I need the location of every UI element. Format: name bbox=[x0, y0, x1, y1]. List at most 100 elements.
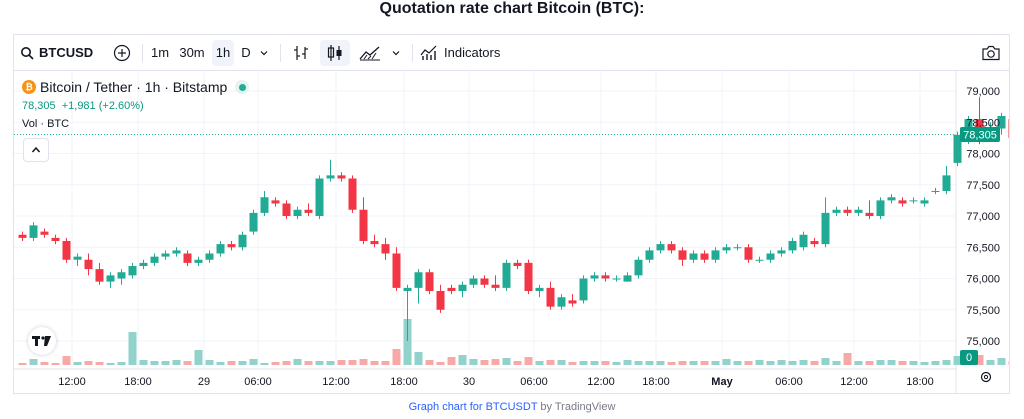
attribution-link[interactable]: Graph chart for BTCUSDT bbox=[408, 401, 538, 413]
volume-bar bbox=[62, 356, 71, 365]
legend-volume: Vol · BTC bbox=[22, 118, 70, 130]
volume-bar bbox=[568, 362, 577, 365]
settings-gear-icon[interactable] bbox=[980, 371, 992, 383]
volume-bar bbox=[51, 363, 60, 365]
plus-circle-icon bbox=[113, 44, 131, 62]
indicators-label: Indicators bbox=[444, 45, 501, 60]
candle-body bbox=[84, 259, 93, 270]
candle-body bbox=[348, 178, 357, 210]
volume-bar bbox=[876, 360, 885, 365]
candle-body bbox=[1008, 119, 1009, 138]
volume-bar bbox=[18, 363, 27, 365]
volume-bar bbox=[150, 361, 159, 365]
market-open-icon bbox=[235, 80, 250, 94]
volume-bar bbox=[733, 361, 742, 365]
legend-symbol-row[interactable]: ₿ Bitcoin / Tether · 1h · Bitstamp bbox=[22, 77, 250, 97]
bitcoin-logo-icon: ₿ bbox=[22, 80, 36, 94]
candle-body bbox=[117, 272, 126, 279]
area-style-button[interactable] bbox=[356, 40, 384, 66]
volume-bar bbox=[205, 360, 214, 365]
volume-bar bbox=[348, 360, 357, 365]
volume-bar bbox=[689, 361, 698, 365]
price-chart[interactable]: 79,000 78,500 78,000 77,500 77,000 76,500 76,0… bbox=[14, 71, 1009, 393]
interval-dropdown-button[interactable] bbox=[256, 40, 272, 66]
volume-bar bbox=[95, 362, 104, 365]
candle-body bbox=[260, 197, 269, 213]
volume-bar bbox=[414, 352, 423, 365]
time-tick-label: 18:00 bbox=[642, 376, 670, 388]
collapse-legend-button[interactable] bbox=[23, 138, 49, 162]
attribution: Graph chart for BTCUSDT by TradingView bbox=[0, 401, 1024, 413]
candle-body bbox=[62, 241, 71, 260]
legend-price-row: 78,305 +1,981 (+2.60%) bbox=[22, 97, 249, 115]
volume-bar bbox=[447, 357, 456, 365]
volume-bar bbox=[788, 361, 797, 365]
volume-bar bbox=[469, 359, 478, 365]
volume-bar bbox=[722, 359, 731, 365]
candles-style-button[interactable] bbox=[320, 40, 350, 66]
volume-bar bbox=[139, 360, 148, 365]
volume-bar bbox=[425, 360, 434, 365]
candle-body bbox=[766, 253, 775, 260]
candle-body bbox=[106, 275, 115, 282]
symbol-search-button[interactable]: BTCUSD bbox=[20, 40, 98, 66]
candle-body bbox=[601, 275, 610, 279]
volume-bar bbox=[942, 360, 951, 365]
snapshot-button[interactable] bbox=[978, 40, 1004, 66]
candle-body bbox=[876, 200, 885, 216]
candle-body bbox=[865, 212, 874, 216]
toolbar-divider bbox=[412, 44, 413, 62]
candle-body bbox=[304, 209, 313, 213]
price-tick-label: 78,500 bbox=[966, 117, 1000, 129]
candle-body bbox=[502, 262, 511, 288]
volume-bar bbox=[898, 361, 907, 365]
time-tick-label: 12:00 bbox=[840, 376, 868, 388]
volume-bar bbox=[953, 356, 962, 365]
candle-body bbox=[293, 209, 302, 216]
volume-bar bbox=[546, 360, 555, 365]
volume-bar bbox=[249, 359, 258, 365]
tradingview-logo-icon[interactable] bbox=[28, 327, 56, 355]
candle-body bbox=[458, 284, 467, 291]
candle-body bbox=[216, 244, 225, 254]
compare-add-button[interactable] bbox=[110, 40, 134, 66]
candle-body bbox=[909, 200, 918, 202]
interval-1m[interactable]: 1m bbox=[150, 45, 170, 60]
candle-body bbox=[755, 259, 764, 261]
camera-icon bbox=[982, 45, 1000, 61]
indicators-icon bbox=[420, 45, 437, 60]
interval-30m[interactable]: 30m bbox=[179, 45, 205, 60]
volume-bar bbox=[920, 362, 929, 365]
interval-d[interactable]: D bbox=[241, 45, 251, 60]
volume-bar bbox=[194, 350, 203, 365]
bars-style-button[interactable] bbox=[288, 40, 314, 66]
chevron-down-icon bbox=[260, 51, 268, 56]
volume-bar bbox=[84, 361, 93, 365]
candle-body bbox=[788, 241, 797, 251]
volume-bar bbox=[887, 360, 896, 365]
chart-style-dropdown-button[interactable] bbox=[388, 40, 404, 66]
indicators-button[interactable]: Indicators bbox=[420, 40, 510, 66]
volume-bar bbox=[183, 361, 192, 365]
candle-body bbox=[612, 278, 621, 280]
volume-bar bbox=[557, 360, 566, 365]
volume-bar bbox=[590, 361, 599, 365]
volume-bar bbox=[711, 361, 720, 365]
price-tick-label: 75,500 bbox=[966, 305, 1000, 317]
candle-body bbox=[414, 272, 423, 288]
volume-bar bbox=[73, 362, 82, 365]
price-tick-label: 79,000 bbox=[966, 86, 1000, 98]
candle-body bbox=[546, 287, 555, 307]
time-tick-label: 30 bbox=[463, 376, 475, 388]
candles bbox=[18, 97, 1009, 341]
chevron-down-icon bbox=[392, 51, 400, 56]
symbol-label: BTCUSD bbox=[39, 45, 94, 60]
candle-body bbox=[392, 253, 401, 288]
interval-1h[interactable]: 1h bbox=[212, 40, 234, 66]
candle-body bbox=[51, 237, 60, 241]
volume-bar bbox=[293, 359, 302, 365]
candle-body bbox=[513, 262, 522, 266]
volume-bar bbox=[238, 361, 247, 365]
search-icon bbox=[21, 47, 34, 60]
toolbar-divider bbox=[280, 44, 281, 62]
